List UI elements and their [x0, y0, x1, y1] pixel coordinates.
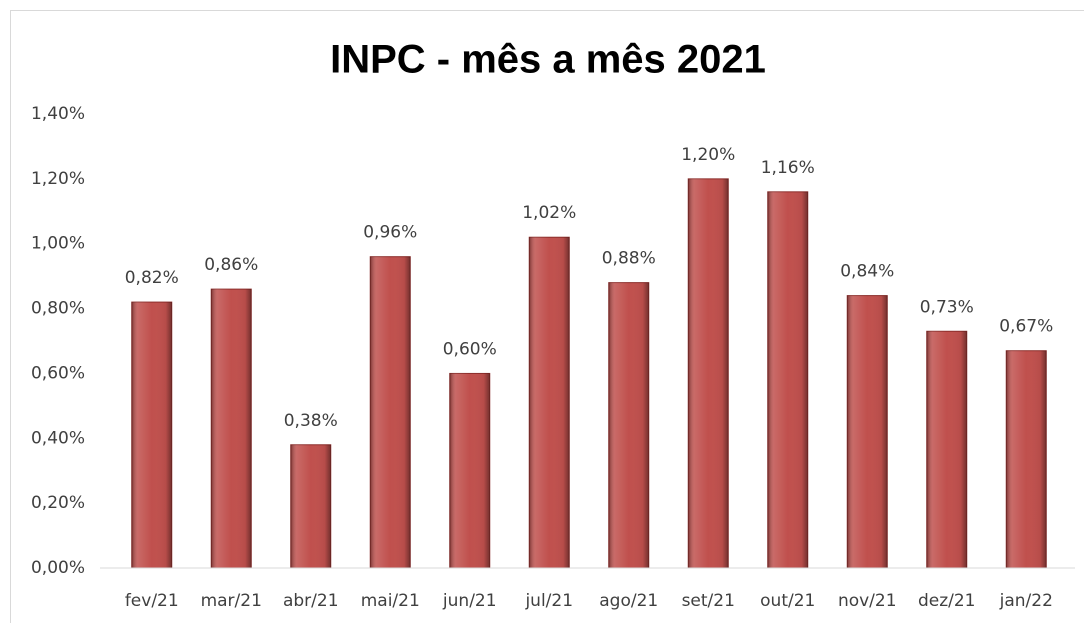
bar: [926, 330, 968, 569]
x-tick-label: nov/21: [838, 591, 897, 611]
bar: [846, 295, 888, 569]
bar: [210, 288, 252, 569]
x-tick-label: fev/21: [125, 591, 179, 611]
bar: [369, 256, 411, 569]
value-label: 0,96%: [363, 223, 417, 243]
y-tick-label: 1,20%: [31, 169, 85, 189]
bar: [449, 372, 491, 569]
y-tick-label: 1,00%: [31, 234, 85, 254]
value-label: 0,73%: [920, 297, 974, 317]
x-tick-label: jul/21: [524, 591, 573, 611]
x-tick-label: jan/22: [999, 591, 1053, 611]
bar: [528, 236, 570, 569]
x-tick-label: mai/21: [361, 591, 420, 611]
y-tick-label: 0,20%: [31, 493, 85, 513]
value-label: 0,67%: [999, 317, 1053, 337]
x-tick-label: jun/21: [442, 591, 497, 611]
y-tick-label: 0,60%: [31, 363, 85, 383]
bar: [290, 444, 332, 569]
x-tick-label: mar/21: [201, 591, 262, 611]
x-tick-label: ago/21: [599, 591, 658, 611]
value-label: 0,84%: [840, 262, 894, 282]
bar: [608, 282, 650, 569]
y-tick-label: 0,40%: [31, 428, 85, 448]
chart-frame: [10, 10, 1084, 623]
y-tick-label: 0,80%: [31, 299, 85, 319]
value-label: 1,20%: [681, 145, 735, 165]
value-label: 0,82%: [125, 268, 179, 288]
bar: [131, 301, 173, 569]
bar: [767, 191, 809, 569]
value-label: 1,16%: [761, 158, 815, 178]
bar: [687, 178, 729, 569]
value-label: 0,88%: [602, 249, 656, 269]
y-tick-label: 0,00%: [31, 558, 85, 578]
y-tick-label: 1,40%: [31, 104, 85, 124]
x-tick-label: out/21: [760, 591, 815, 611]
x-tick-label: set/21: [682, 591, 735, 611]
value-label: 0,38%: [284, 411, 338, 431]
value-label: 1,02%: [522, 203, 576, 223]
x-tick-label: abr/21: [283, 591, 339, 611]
chart-title: INPC - mês a mês 2021: [330, 38, 766, 82]
bar: [1005, 350, 1047, 569]
x-tick-label: dez/21: [918, 591, 976, 611]
value-label: 0,60%: [443, 339, 497, 359]
value-label: 0,86%: [204, 255, 258, 275]
